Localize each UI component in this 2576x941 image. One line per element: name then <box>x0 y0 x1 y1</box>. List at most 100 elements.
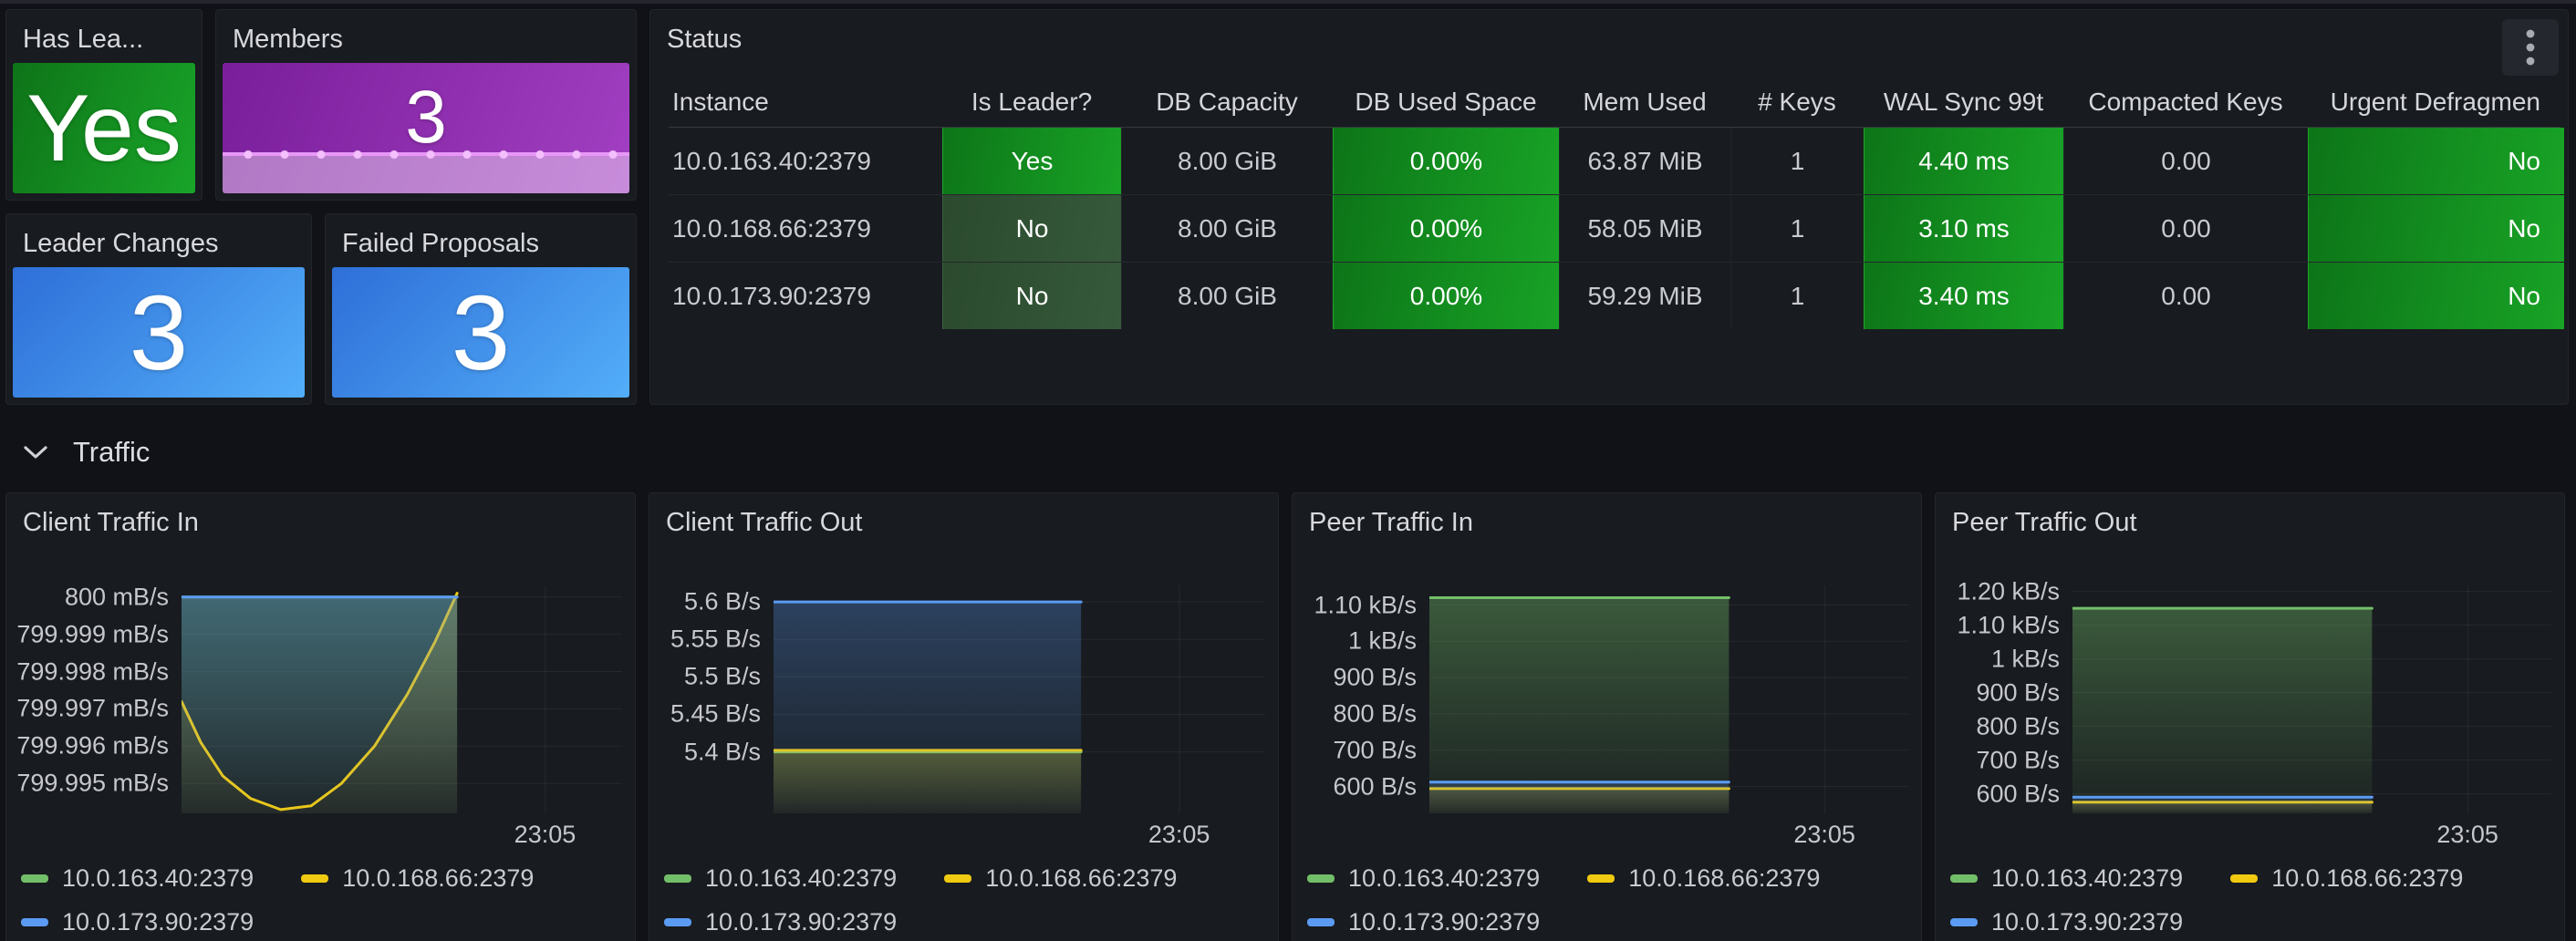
panel-title-leader-changes[interactable]: Leader Changes <box>23 229 219 258</box>
cell-wal_sync: 3.10 ms <box>1864 195 2063 262</box>
cell-instance: 10.0.173.90:2379 <box>672 281 871 310</box>
cell-is_leader: Yes <box>942 128 1121 194</box>
series-area-10.0.173.90:2379 <box>2072 797 2373 813</box>
legend-item-10.0.163.40:2379[interactable]: 10.0.163.40:2379 <box>1307 864 1540 893</box>
cell-urgent_defrag: No <box>2308 263 2564 329</box>
panel-status: Status Instance Is Leader? DB Capacity DB U… <box>649 9 2569 405</box>
leader-changes-stat-bg: 3 <box>13 267 305 398</box>
plot-area[interactable]: 23:05 <box>774 585 1265 848</box>
legend-item-10.0.163.40:2379[interactable]: 10.0.163.40:2379 <box>21 864 254 893</box>
cell-urgent_defrag: No <box>2308 195 2564 262</box>
panel-title-client-traffic-in[interactable]: Client Traffic In <box>23 508 199 537</box>
series-area-10.0.173.90:2379 <box>1429 781 1729 813</box>
legend-label: 10.0.173.90:2379 <box>1348 908 1541 936</box>
plot-area[interactable]: 23:05 <box>182 585 622 848</box>
legend-item-10.0.173.90:2379[interactable]: 10.0.173.90:2379 <box>21 908 254 936</box>
legend-label: 10.0.168.66:2379 <box>2271 864 2464 892</box>
legend-label: 10.0.163.40:2379 <box>1348 864 1541 892</box>
leader-changes-value: 3 <box>129 273 189 392</box>
y-tick-label: 1.10 kB/s <box>1314 591 1417 618</box>
legend-swatch-icon <box>944 874 972 883</box>
cell-instance: 10.0.163.40:2379 <box>672 146 871 175</box>
cell-db_capacity: 8.00 GiB <box>1121 128 1333 194</box>
y-tick-label: 800 B/s <box>1976 712 2060 740</box>
legend-label: 10.0.163.40:2379 <box>62 864 254 892</box>
cell-compacted: 0.00 <box>2063 195 2308 262</box>
panel-title-peer-traffic-in[interactable]: Peer Traffic In <box>1309 508 1473 537</box>
y-axis: 1.20 kB/s 1.10 kB/s 1 kB/s 900 B/s 800 B/s 70… <box>1936 577 2072 813</box>
panel-failed-proposals: Failed Proposals 3 <box>325 213 637 405</box>
y-axis: 800 mB/s 799.999 mB/s 799.998 mB/s 799.997 … <box>6 583 182 813</box>
panel-title-has-leader[interactable]: Has Lea... <box>23 25 144 54</box>
y-tick-label: 1 kB/s <box>1347 626 1417 655</box>
legend-item-10.0.173.90:2379[interactable]: 10.0.173.90:2379 <box>1950 908 2183 936</box>
chart-client-traffic-out: 5.6 B/s 5.55 B/s 5.5 B/s 5.45 B/s 5.4 B/s 23… <box>649 585 1278 848</box>
legend-item-10.0.173.90:2379[interactable]: 10.0.173.90:2379 <box>664 908 897 936</box>
y-tick-label: 5.55 B/s <box>670 625 761 653</box>
legend-item-10.0.173.90:2379[interactable]: 10.0.173.90:2379 <box>1307 908 1540 936</box>
chart-client-traffic-in: 800 mB/s 799.999 mB/s 799.998 mB/s 799.997 … <box>6 583 635 848</box>
panel-has-leader: Has Lea... Yes <box>5 9 203 201</box>
legend-label: 10.0.163.40:2379 <box>705 864 898 892</box>
legend-swatch-icon <box>1950 874 1978 883</box>
panel-title-status[interactable]: Status <box>667 25 743 54</box>
panel-title-members[interactable]: Members <box>233 25 343 54</box>
table-header-row: Instance Is Leader? DB Capacity DB Used Spa… <box>669 77 2560 128</box>
panel-members: Members 3 <box>215 9 637 201</box>
cell-mem_used: 63.87 MiB <box>1559 128 1730 194</box>
cell-keys: 1 <box>1730 128 1864 194</box>
table-body: 10.0.163.40:2379 Yes 8.00 GiB 0.00% 63.87 Mi… <box>669 128 2564 329</box>
cell-db_used: 0.00% <box>1333 195 1559 262</box>
y-tick-label: 1 kB/s <box>1990 645 2060 673</box>
plot-area[interactable]: 23:05 <box>1429 585 1908 848</box>
series-area-10.0.163.40:2379 <box>1429 597 1729 813</box>
column-header-urgent_defrag[interactable]: Urgent Defragmen <box>2330 87 2540 116</box>
cell-is_leader: No <box>942 263 1121 329</box>
panel-menu-button[interactable] <box>2502 19 2559 76</box>
y-tick-label: 5.6 B/s <box>683 587 761 615</box>
cell-keys: 1 <box>1730 195 1864 262</box>
legend-item-10.0.168.66:2379[interactable]: 10.0.168.66:2379 <box>944 864 1177 893</box>
x-axis-tick: 23:05 <box>1148 821 1210 848</box>
chart-peer-traffic-in: 1.10 kB/s 1 kB/s 900 B/s 800 B/s 700 B/s 600 … <box>1293 585 1921 848</box>
chart-svg <box>2072 585 2551 813</box>
section-header-traffic[interactable]: Traffic <box>24 430 150 474</box>
legend-label: 10.0.168.66:2379 <box>1628 864 1821 892</box>
panel-title-peer-traffic-out[interactable]: Peer Traffic Out <box>1952 508 2137 537</box>
legend-item-10.0.168.66:2379[interactable]: 10.0.168.66:2379 <box>1587 864 1820 893</box>
panel-title-failed-proposals[interactable]: Failed Proposals <box>342 229 539 258</box>
panel-title-client-traffic-out[interactable]: Client Traffic Out <box>666 508 863 537</box>
section-label-traffic: Traffic <box>73 436 151 468</box>
column-header-instance[interactable]: Instance <box>672 87 769 116</box>
column-header-keys[interactable]: # Keys <box>1758 87 1836 116</box>
plot-area[interactable]: 23:05 <box>2072 585 2551 848</box>
cell-instance: 10.0.168.66:2379 <box>672 213 871 243</box>
column-header-db_used[interactable]: DB Used Space <box>1355 87 1537 116</box>
cell-db_capacity: 8.00 GiB <box>1121 263 1333 329</box>
table-row: 10.0.163.40:2379 Yes 8.00 GiB 0.00% 63.87 Mi… <box>669 128 2564 194</box>
column-header-wal_sync[interactable]: WAL Sync 99t <box>1883 87 2044 116</box>
legend-swatch-icon <box>1307 874 1335 883</box>
legend-item-10.0.163.40:2379[interactable]: 10.0.163.40:2379 <box>664 864 897 893</box>
legend-swatch-icon <box>21 874 48 883</box>
column-header-compacted[interactable]: Compacted Keys <box>2088 87 2283 116</box>
legend-swatch-icon <box>1950 918 1978 926</box>
column-header-is_leader[interactable]: Is Leader? <box>971 87 1093 116</box>
legend-item-10.0.163.40:2379[interactable]: 10.0.163.40:2379 <box>1950 864 2183 893</box>
column-header-db_capacity[interactable]: DB Capacity <box>1156 87 1298 116</box>
failed-proposals-value: 3 <box>451 273 511 392</box>
members-sparkline-points <box>223 148 629 160</box>
chart-legend: 10.0.163.40:2379 10.0.168.66:2379 10.0.173… <box>1307 864 1921 936</box>
column-header-mem_used[interactable]: Mem Used <box>1583 87 1707 116</box>
top-edge-divider <box>0 0 2576 4</box>
y-tick-label: 700 B/s <box>1976 746 2060 774</box>
legend-item-10.0.168.66:2379[interactable]: 10.0.168.66:2379 <box>301 864 534 893</box>
cell-compacted: 0.00 <box>2063 263 2308 329</box>
legend-item-10.0.168.66:2379[interactable]: 10.0.168.66:2379 <box>2230 864 2463 893</box>
y-tick-label: 900 B/s <box>1333 663 1417 691</box>
cell-mem_used: 59.29 MiB <box>1559 263 1730 329</box>
y-tick-label: 900 B/s <box>1976 678 2060 707</box>
status-table: Instance Is Leader? DB Capacity DB Used Spa… <box>669 77 2564 329</box>
chart-svg <box>774 585 1265 813</box>
legend-label: 10.0.173.90:2379 <box>62 908 254 936</box>
